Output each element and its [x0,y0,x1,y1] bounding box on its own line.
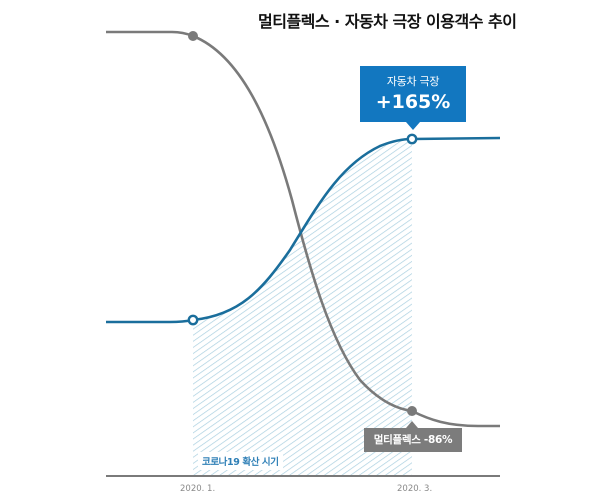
drive-in-callout: 자동차 극장 +165% [360,66,466,130]
drive-in-callout-value: +165% [375,91,451,113]
multiplex-end-marker [407,406,417,416]
covid-period-label: 코로나19 확산 시기 [198,452,283,470]
multiplex-callout: 멀티플렉스 -86% [364,421,462,452]
chart-title: 멀티플렉스 · 자동차 극장 이용객수 추이 [258,12,517,31]
x-tick-mar: 2020. 3. [397,484,433,494]
drive-in-start-marker [187,314,199,326]
multiplex-start-marker [188,31,198,41]
covid-period-shaded-region [193,139,412,476]
x-tick-jan: 2020. 1. [180,484,216,494]
drive-in-end-marker [406,133,418,145]
drive-in-callout-label: 자동차 극장 [386,75,440,88]
